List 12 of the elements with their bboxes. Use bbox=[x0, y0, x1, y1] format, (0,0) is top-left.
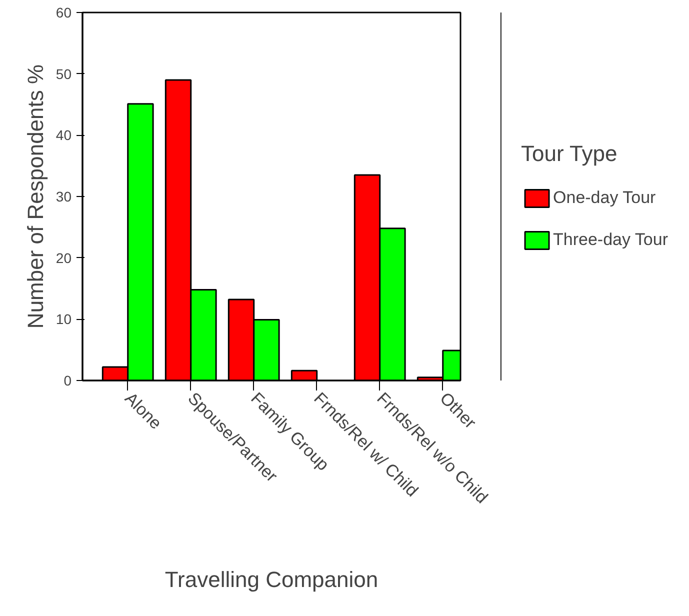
y-tick-label: 60 bbox=[56, 4, 72, 20]
y-tick-label: 0 bbox=[64, 372, 72, 388]
y-axis-title: Number of Respondents % bbox=[22, 64, 48, 329]
x-axis-title: Travelling Companion bbox=[164, 566, 378, 592]
legend-label: One-day Tour bbox=[553, 188, 656, 208]
y-tick-label: 50 bbox=[56, 66, 72, 82]
legend-label: Three-day Tour bbox=[553, 230, 668, 250]
y-tick-label: 40 bbox=[56, 127, 72, 144]
y-tick-label: 20 bbox=[56, 250, 72, 266]
legend-title: Tour Type bbox=[521, 141, 618, 167]
y-tick-label: 30 bbox=[56, 188, 72, 204]
y-tick-label: 10 bbox=[56, 311, 72, 328]
